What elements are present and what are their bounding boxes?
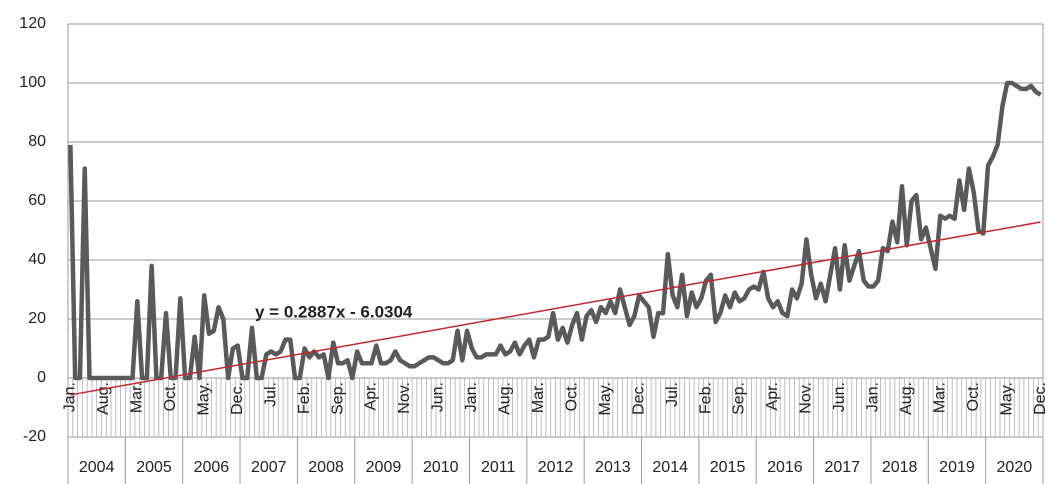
x-tick-label: Jan.	[463, 382, 480, 412]
x-tick-label: Mar.	[530, 382, 547, 413]
x-tick-label: May.	[195, 382, 212, 415]
y-tick-label: -20	[23, 428, 46, 445]
x-tick-label: Jul.	[262, 382, 279, 407]
x-tick-label: Oct.	[563, 382, 580, 411]
x-tick-label: Nov.	[798, 382, 815, 414]
year-label: 2011	[481, 459, 516, 476]
x-tick-label: Jan.	[865, 382, 882, 412]
year-label: 2017	[824, 459, 860, 476]
y-tick-label: 40	[28, 251, 46, 268]
x-tick-label: Aug.	[898, 382, 915, 415]
year-label: 2012	[538, 459, 574, 476]
x-tick-label: Jul.	[664, 382, 681, 407]
year-label: 2018	[882, 459, 918, 476]
x-tick-label: Oct.	[965, 382, 982, 411]
y-tick-label: 0	[37, 369, 46, 386]
y-tick-label: 60	[28, 192, 46, 209]
year-label: 2010	[423, 459, 459, 476]
y-tick-label: 100	[19, 74, 46, 91]
x-tick-label: Mar.	[129, 382, 146, 413]
y-tick-label: 120	[19, 15, 46, 32]
x-tick-label: Dec.	[630, 382, 647, 415]
year-label: 2020	[997, 459, 1033, 476]
year-label: 2008	[308, 459, 344, 476]
x-tick-label: Apr.	[363, 382, 380, 410]
x-tick-label: Jan.	[62, 382, 79, 412]
year-label: 2009	[366, 459, 402, 476]
x-tick-label: Feb.	[296, 382, 313, 414]
x-tick-label: Mar.	[931, 382, 948, 413]
year-label: 2016	[767, 459, 803, 476]
x-tick-label: Sep.	[329, 382, 346, 415]
year-label: 2006	[194, 459, 230, 476]
trendline	[70, 221, 1041, 396]
x-tick-label: Aug.	[95, 382, 112, 415]
y-tick-label: 20	[28, 310, 46, 327]
x-tick-label: May.	[998, 382, 1015, 415]
x-tick-label: Feb.	[697, 382, 714, 414]
year-label: 2004	[79, 459, 115, 476]
y-tick-label: 80	[28, 133, 46, 150]
trendline-label: y = 0.2887x - 6.0304	[255, 302, 413, 321]
x-tick-label: Nov.	[396, 382, 413, 414]
year-label: 2013	[595, 459, 631, 476]
year-label: 2007	[251, 459, 287, 476]
x-tick-label: Aug.	[497, 382, 514, 415]
year-label: 2019	[939, 459, 975, 476]
year-label: 2005	[136, 459, 172, 476]
x-tick-label: May.	[597, 382, 614, 415]
x-tick-label: Dec.	[1032, 382, 1049, 415]
x-tick-label: Apr.	[764, 382, 781, 410]
x-tick-label: Dec.	[229, 382, 246, 415]
x-tick-label: Jun.	[831, 382, 848, 412]
x-tick-label: Jun.	[430, 382, 447, 412]
x-tick-label: Sep.	[731, 382, 748, 415]
data-line	[68, 80, 1042, 381]
year-label: 2015	[710, 459, 746, 476]
year-label: 2014	[652, 459, 688, 476]
x-tick-label: Oct.	[162, 382, 179, 411]
